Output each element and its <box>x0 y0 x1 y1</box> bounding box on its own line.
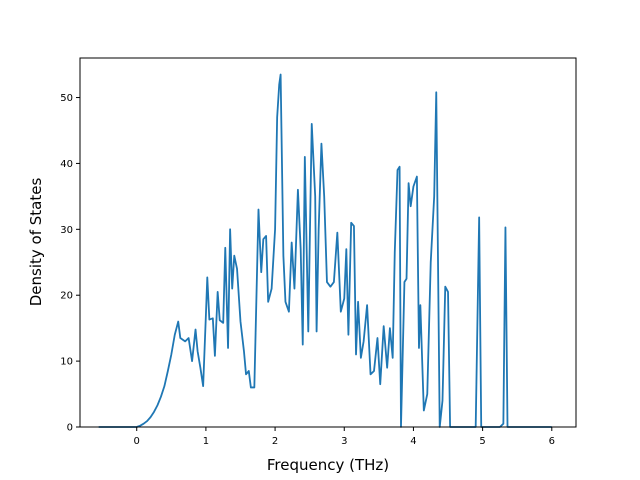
y-axis-label: Density of States <box>27 178 45 307</box>
y-tick-label: 0 <box>67 423 73 434</box>
y-tick-label: 20 <box>60 291 73 302</box>
x-tick-label: 0 <box>134 436 140 447</box>
plot-area <box>79 57 577 428</box>
x-axis-ticks: 0 1 2 3 4 5 6 <box>134 427 555 447</box>
y-tick-label: 30 <box>60 225 73 236</box>
dos-line-0 <box>98 73 552 428</box>
y-tick-label: 10 <box>60 357 73 368</box>
x-tick-label: 1 <box>203 436 209 447</box>
x-tick-label: 3 <box>341 436 347 447</box>
y-axis-ticks: 0 10 20 30 40 50 <box>60 93 80 434</box>
x-tick-label: 5 <box>479 436 485 447</box>
axes-frame <box>79 57 577 428</box>
x-axis-label: Frequency (THz) <box>267 456 389 474</box>
x-tick-label: 6 <box>549 436 555 447</box>
y-tick-label: 40 <box>60 159 73 170</box>
x-tick-label: 4 <box>410 436 416 447</box>
y-tick-label: 50 <box>60 93 73 104</box>
x-tick-label: 2 <box>272 436 278 447</box>
